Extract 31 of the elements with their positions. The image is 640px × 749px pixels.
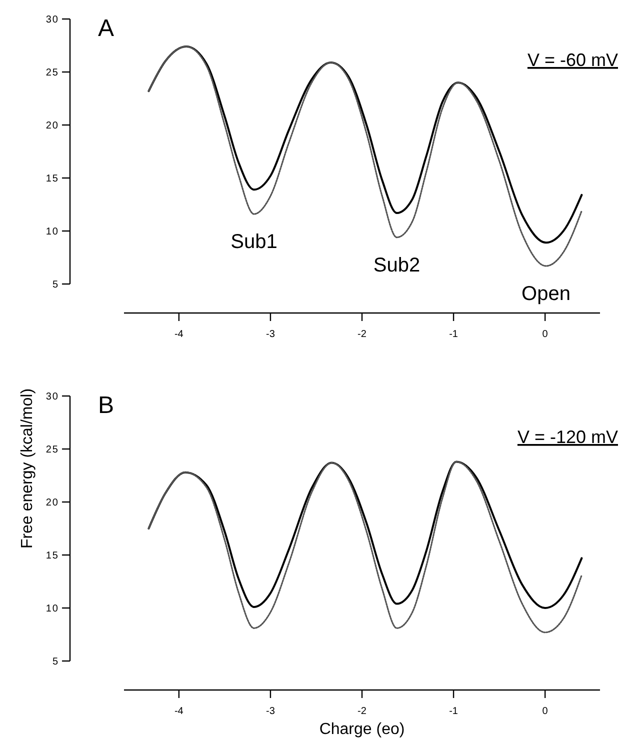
annotation: Open <box>522 282 570 305</box>
y-tick-label: 15 <box>46 174 59 184</box>
x-axis-title: Charge (eo) <box>319 721 405 738</box>
x-tick-label: 0 <box>542 329 548 340</box>
x-tick-label: 0 <box>542 706 548 717</box>
y-tick-label: 5 <box>52 280 59 290</box>
annotation: V = -60 mV <box>527 50 618 70</box>
annotation: Sub1 <box>230 231 278 254</box>
y-tick-label: 20 <box>46 498 59 508</box>
y-tick-label: 30 <box>46 14 59 26</box>
x-tick-label: -2 <box>358 706 367 717</box>
x-tick-label: -3 <box>266 329 276 340</box>
chart-title: B <box>98 392 114 419</box>
x-tick-label: -1 <box>449 706 458 717</box>
y-tick-label: 25 <box>46 444 59 456</box>
y-tick-label: 20 <box>46 120 59 132</box>
annotation: V = -120 mV <box>517 427 618 447</box>
y-tick-label: 15 <box>46 550 59 562</box>
y-tick-label: 25 <box>46 68 59 78</box>
y-axis-title: Free energy (kcal/mol) <box>19 388 36 549</box>
x-tick-label: -3 <box>266 706 276 717</box>
y-tick-label: 10 <box>46 604 59 614</box>
chart-title: A <box>98 15 114 42</box>
x-tick-label: -1 <box>449 329 458 340</box>
x-tick-label: -4 <box>174 706 184 717</box>
y-tick-label: 10 <box>46 226 59 238</box>
x-tick-label: -2 <box>358 329 367 340</box>
y-tick-label: 5 <box>52 656 59 668</box>
x-tick-label: -4 <box>174 329 184 340</box>
y-tick-label: 30 <box>46 392 59 402</box>
annotation: Sub2 <box>373 254 420 276</box>
